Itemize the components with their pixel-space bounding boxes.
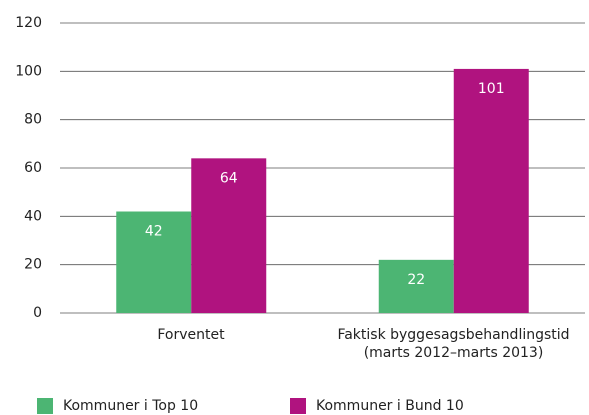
legend-swatch bbox=[290, 398, 306, 414]
y-tick-label: 100 bbox=[15, 63, 42, 79]
x-tick-label: Faktisk byggesagsbehandlingstid (marts 2… bbox=[337, 327, 570, 361]
legend-label: Kommuner i Bund 10 bbox=[316, 398, 464, 414]
y-tick-label: 120 bbox=[15, 15, 42, 31]
bar bbox=[378, 259, 454, 313]
value-label: 64 bbox=[220, 170, 238, 186]
value-label: 42 bbox=[145, 224, 163, 240]
y-tick-label: 60 bbox=[24, 160, 42, 176]
legend-swatch bbox=[37, 398, 53, 414]
y-tick-label: 40 bbox=[24, 208, 42, 224]
bar bbox=[453, 68, 529, 314]
bar bbox=[191, 158, 267, 313]
value-label: 101 bbox=[478, 81, 505, 97]
y-tick-label: 20 bbox=[24, 257, 42, 273]
x-tick-label: Forventet bbox=[157, 327, 225, 343]
y-tick-label: 80 bbox=[24, 112, 42, 128]
bar bbox=[116, 211, 192, 313]
legend-label: Kommuner i Top 10 bbox=[63, 398, 198, 414]
y-tick-label: 0 bbox=[33, 305, 42, 321]
value-label: 22 bbox=[407, 272, 425, 288]
